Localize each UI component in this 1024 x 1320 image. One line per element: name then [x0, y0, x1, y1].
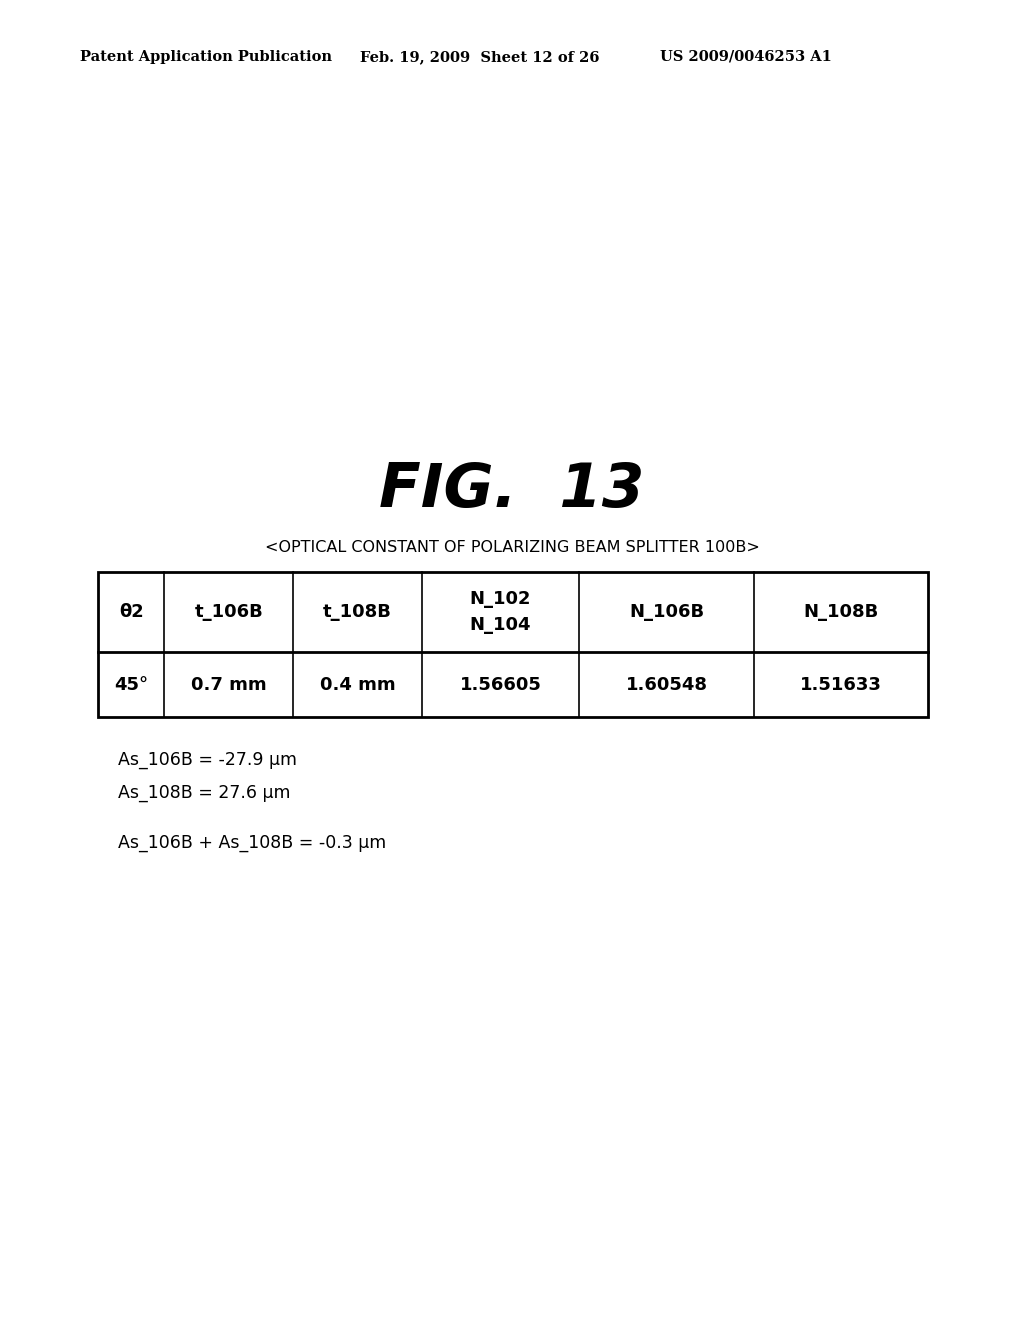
Text: Patent Application Publication: Patent Application Publication	[80, 50, 332, 63]
Text: As_108B = 27.6 μm: As_108B = 27.6 μm	[118, 784, 291, 803]
Text: 0.7 mm: 0.7 mm	[190, 676, 266, 693]
Text: 45°: 45°	[114, 676, 148, 693]
Text: θ2: θ2	[119, 603, 143, 620]
Text: t_106B: t_106B	[195, 603, 263, 620]
Text: 1.56605: 1.56605	[460, 676, 542, 693]
Bar	[98, 572, 928, 717]
Text: N_104: N_104	[470, 616, 531, 634]
Text: US 2009/0046253 A1: US 2009/0046253 A1	[660, 50, 831, 63]
Text: <OPTICAL CONSTANT OF POLARIZING BEAM SPLITTER 100B>: <OPTICAL CONSTANT OF POLARIZING BEAM SPL…	[264, 540, 760, 556]
Text: 1.60548: 1.60548	[626, 676, 708, 693]
Text: As_106B = -27.9 μm: As_106B = -27.9 μm	[118, 751, 297, 770]
Text: Feb. 19, 2009  Sheet 12 of 26: Feb. 19, 2009 Sheet 12 of 26	[360, 50, 599, 63]
Text: N_102: N_102	[470, 590, 531, 609]
Text: t_108B: t_108B	[323, 603, 392, 620]
Text: As_106B + As_108B = -0.3 μm: As_106B + As_108B = -0.3 μm	[118, 834, 386, 851]
Text: N_108B: N_108B	[803, 603, 879, 620]
Text: N_106B: N_106B	[629, 603, 705, 620]
Text: FIG.  13: FIG. 13	[379, 461, 645, 520]
Text: 0.4 mm: 0.4 mm	[319, 676, 395, 693]
Text: 1.51633: 1.51633	[800, 676, 882, 693]
